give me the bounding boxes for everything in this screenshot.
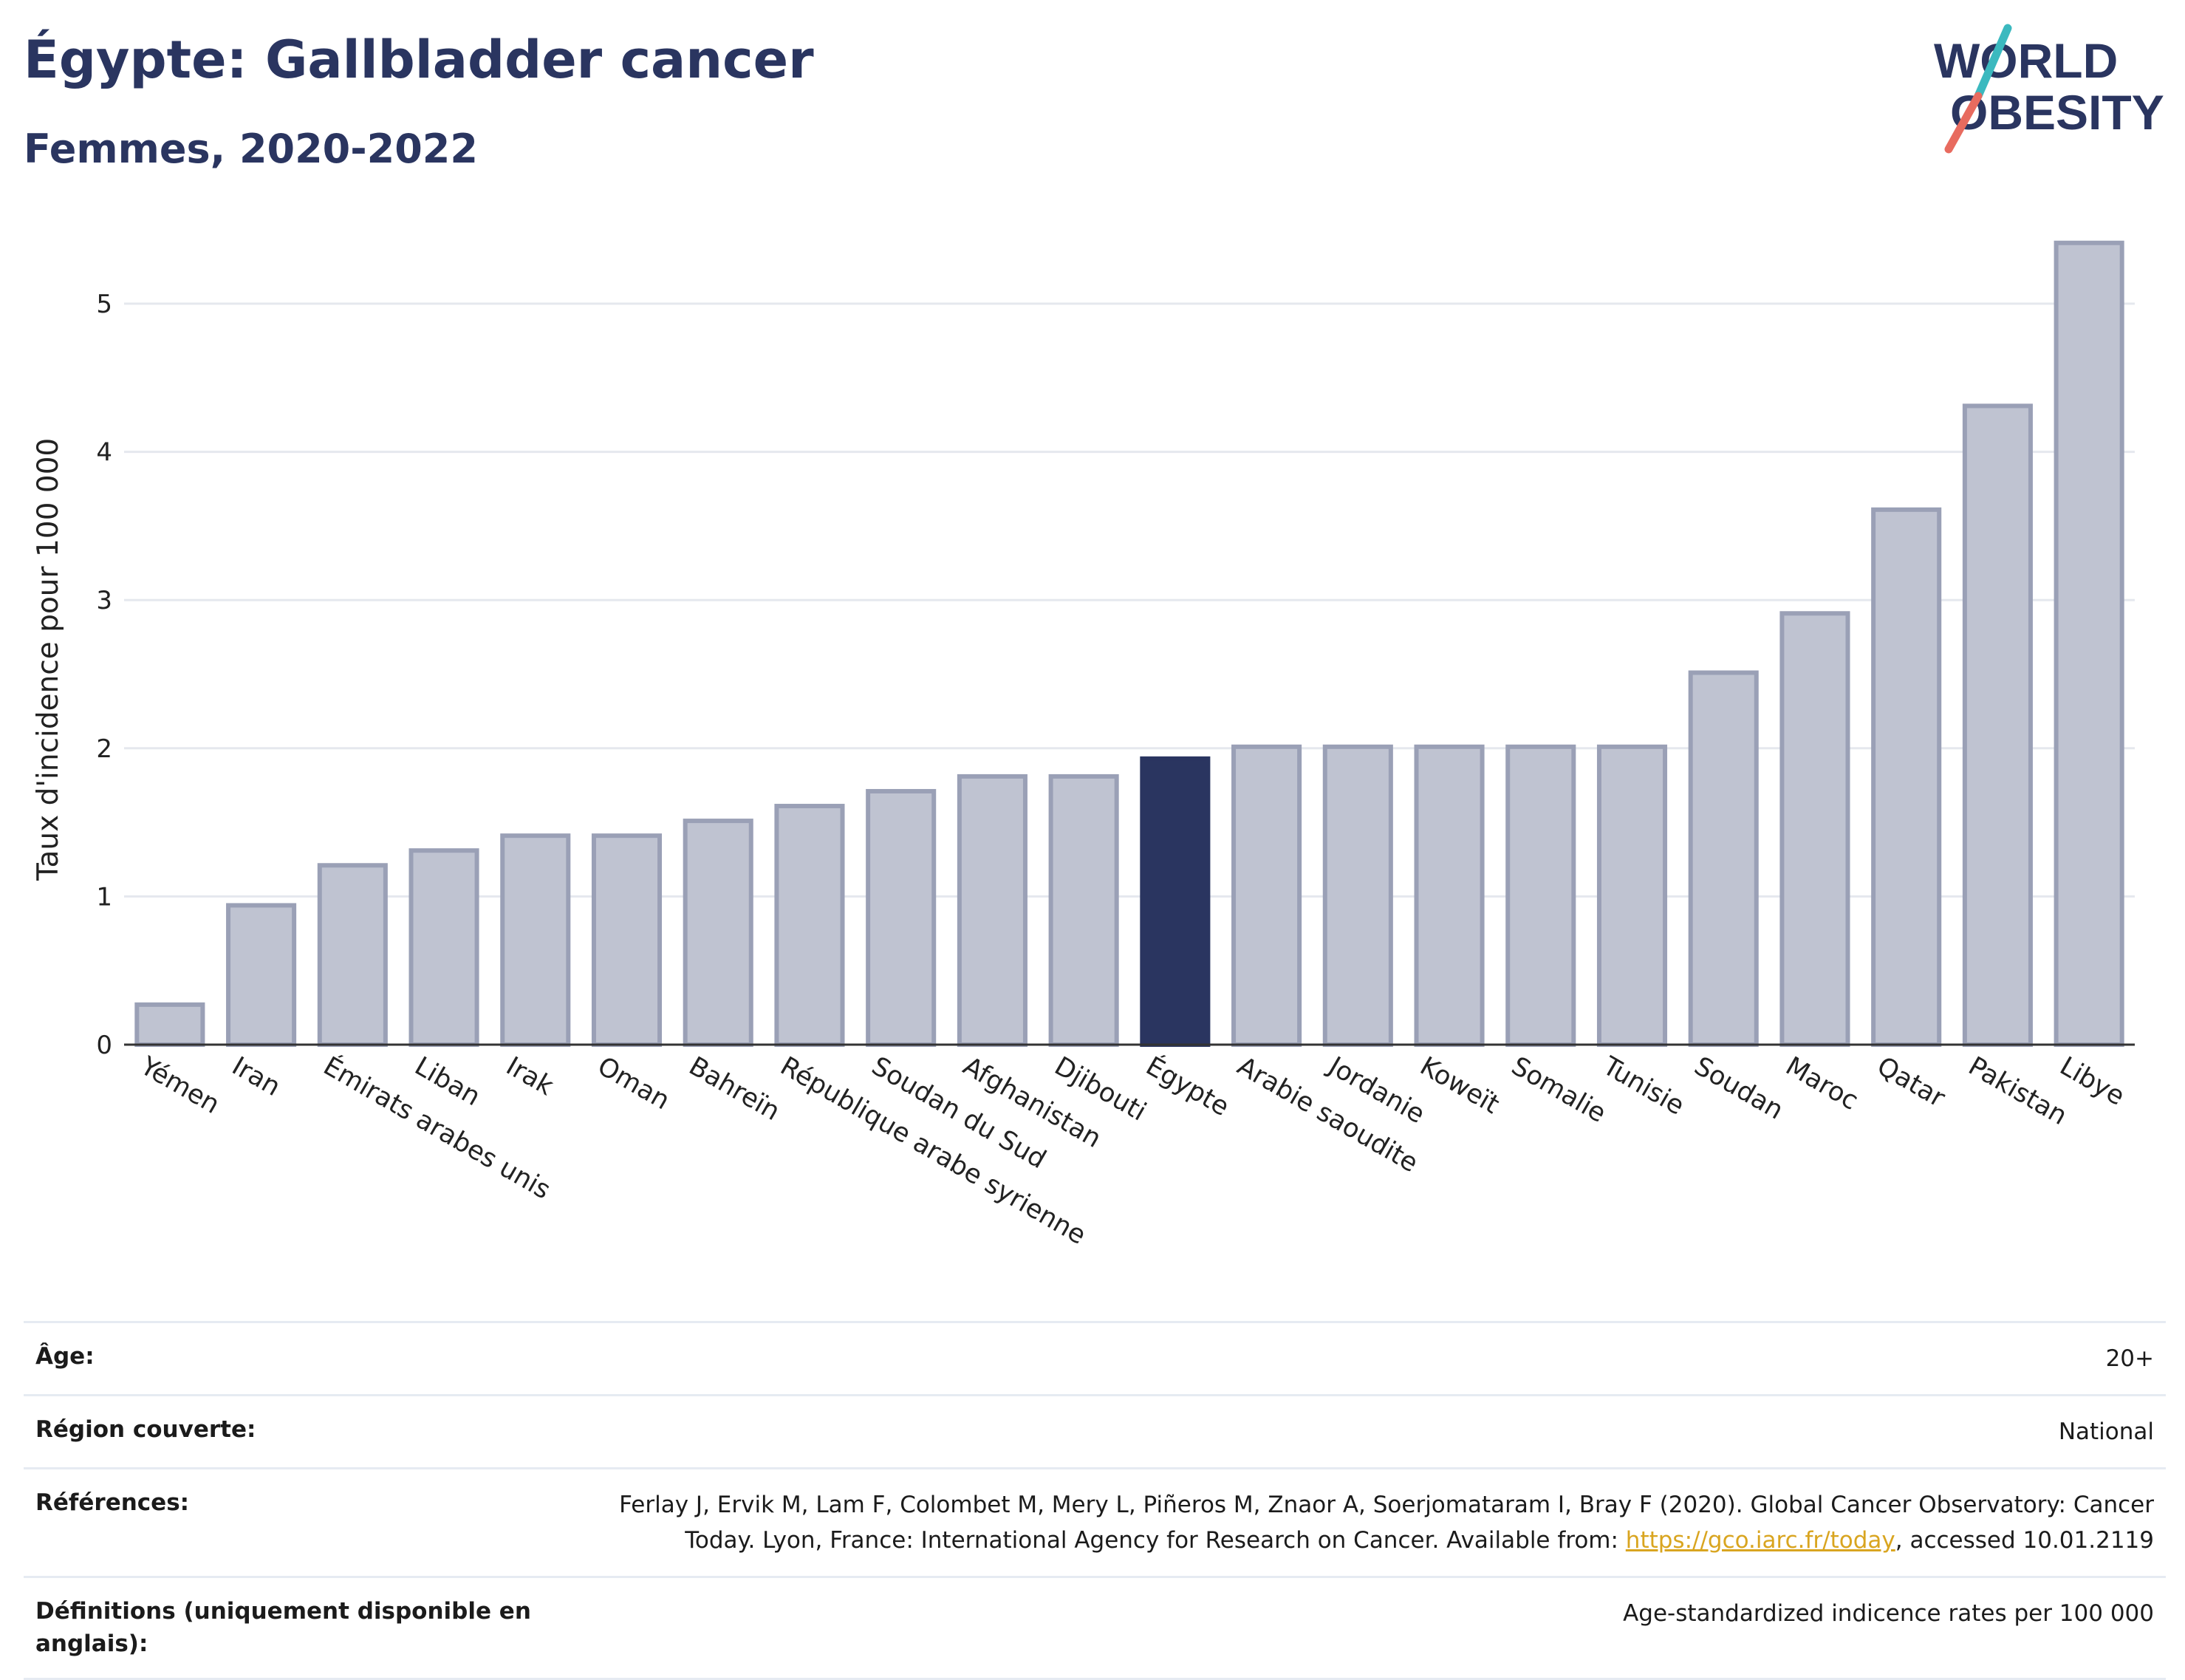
- page-title: Égypte: Gallbladder cancer: [24, 30, 814, 90]
- bar: [1048, 774, 1119, 1047]
- y-tick-label: 5: [96, 290, 112, 319]
- x-tick-label: Pakistan: [1963, 1051, 2072, 1131]
- bar: [134, 1002, 205, 1048]
- region-label: Région couverte:: [35, 1416, 256, 1444]
- bars: [134, 240, 2124, 1048]
- bar: [500, 833, 571, 1048]
- meta-row-region: Région couverte: National: [24, 1394, 2166, 1467]
- x-tick-label: Yémen: [134, 1051, 224, 1120]
- references-label: Références:: [35, 1489, 190, 1517]
- x-tick-label: Maroc: [1780, 1051, 1863, 1116]
- bar: [226, 903, 297, 1048]
- bar: [683, 819, 753, 1047]
- bar-chart: 0 1 2 3 4 5 Yémen Iran Émirats arabes unisLiban…: [32, 240, 2135, 1251]
- bar: [1505, 744, 1576, 1047]
- bar: [408, 848, 479, 1047]
- y-axis-label: Taux d'incidence pour 100 000: [32, 438, 65, 881]
- bar: [591, 833, 663, 1048]
- bar: [1414, 744, 1485, 1047]
- y-tick-label: 0: [96, 1031, 112, 1060]
- references-line-2-start: Today. Lyon, France: International Agenc…: [685, 1527, 1626, 1554]
- page-subtitle: Femmes, 2020-2022: [24, 126, 478, 172]
- y-tick-label: 2: [96, 734, 112, 764]
- bar: [866, 788, 937, 1047]
- meta-row-age: Âge: 20+: [24, 1321, 2166, 1394]
- y-tick-label: 1: [96, 882, 112, 912]
- x-tick-label: Soudan: [1689, 1051, 1788, 1125]
- age-value: 20+: [2105, 1345, 2154, 1372]
- y-tick-label: 4: [96, 438, 112, 468]
- bar: [1596, 744, 1668, 1047]
- age-label: Âge:: [35, 1343, 95, 1370]
- region-value: National: [2058, 1418, 2154, 1446]
- definitions-label: Définitions (uniquement disponible en an…: [35, 1598, 531, 1657]
- x-tick-label: Bahreïn: [684, 1051, 785, 1127]
- logo-line-2: OBESITY: [1950, 85, 2164, 140]
- bar: [1322, 744, 1393, 1047]
- bar-highlighted: [1140, 756, 1211, 1048]
- bar: [1688, 670, 1759, 1048]
- logo-slash-top: [1974, 24, 2012, 100]
- x-tick-label: Qatar: [1872, 1051, 1950, 1113]
- x-tick-label: Tunisie: [1597, 1051, 1689, 1121]
- x-tick-label: Oman: [592, 1051, 674, 1116]
- bar: [957, 774, 1027, 1047]
- x-tick-label: Iran: [227, 1051, 285, 1102]
- metadata-table: Âge: 20+ Région couverte: National Référ…: [24, 1321, 2166, 1680]
- bar: [774, 804, 845, 1048]
- bar: [1779, 611, 1850, 1047]
- bar: [317, 863, 388, 1048]
- references-value: Ferlay J, Ervik M, Lam F, Colombet M, Me…: [619, 1487, 2154, 1558]
- definitions-value: Age-standardized indicence rates per 100…: [1623, 1600, 2154, 1628]
- bar: [1231, 744, 1302, 1047]
- world-obesity-logo: WORLD OBESITY: [1934, 24, 2164, 154]
- bar: [1962, 403, 2033, 1047]
- x-tick-label: Irak: [501, 1051, 558, 1102]
- references-link[interactable]: https://gco.iarc.fr/today: [1625, 1527, 1895, 1554]
- logo-line-1: WORLD: [1934, 33, 2118, 88]
- references-line-1: Ferlay J, Ervik M, Lam F, Colombet M, Me…: [619, 1492, 2154, 1519]
- references-line-2-end: , accessed 10.01.2119: [1895, 1527, 2154, 1554]
- x-tick-label: Égypte: [1141, 1050, 1234, 1122]
- bar: [2054, 240, 2124, 1047]
- x-tick-label: Somalie: [1506, 1051, 1610, 1129]
- y-tick-label: 3: [96, 586, 112, 615]
- y-tick-labels: 0 1 2 3 4 5: [96, 290, 112, 1060]
- meta-row-definitions: Définitions (uniquement disponible en an…: [24, 1576, 2166, 1680]
- meta-row-references: Références: Ferlay J, Ervik M, Lam F, Co…: [24, 1467, 2166, 1576]
- bar: [1871, 507, 1942, 1047]
- logo-slash-bottom: [1944, 92, 1983, 154]
- x-tick-label: Koweït: [1415, 1051, 1505, 1120]
